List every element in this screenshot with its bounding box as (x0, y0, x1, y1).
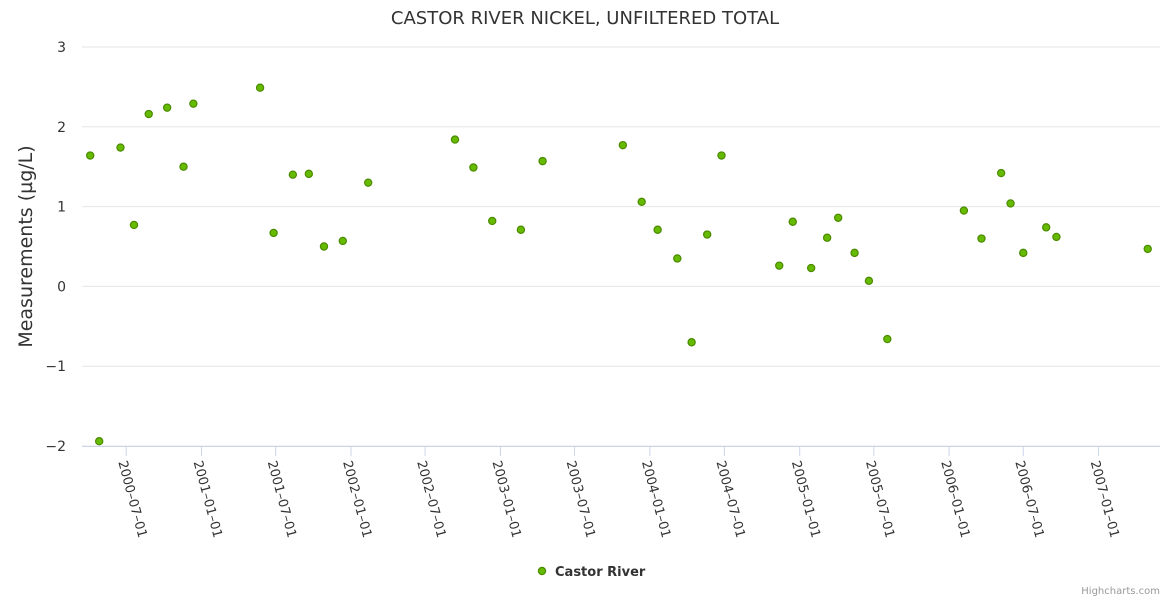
y-tick-label: 0 (57, 279, 66, 295)
x-tick-label: 2002–01–01 (339, 459, 374, 539)
data-point[interactable] (319, 242, 329, 251)
chart-title: CASTOR RIVER NICKEL, UNFILTERED TOTAL (391, 8, 779, 29)
data-point[interactable] (1019, 248, 1028, 258)
y-tick-label: 2 (57, 120, 66, 136)
x-tick-label: 2003–07–01 (563, 459, 598, 539)
x-tick-label: 2006–01–01 (937, 459, 972, 539)
data-point[interactable] (488, 216, 497, 226)
grid-lines (82, 46, 1160, 447)
data-point[interactable] (653, 225, 662, 234)
data-point[interactable] (189, 99, 198, 108)
data-point[interactable] (1052, 232, 1061, 242)
data-point[interactable] (977, 234, 986, 243)
data-point[interactable] (850, 248, 859, 258)
data-point[interactable] (304, 169, 314, 179)
data-point[interactable] (363, 178, 373, 187)
y-tick-label: −2 (45, 439, 66, 455)
data-point[interactable] (469, 163, 478, 172)
data-point[interactable] (338, 236, 347, 246)
data-point[interactable] (822, 233, 832, 242)
data-point[interactable] (673, 254, 682, 263)
data-point[interactable] (996, 168, 1006, 178)
x-tick-label: 2001–07–01 (264, 459, 299, 539)
x-tick-label: 2004–07–01 (713, 459, 748, 539)
data-point[interactable] (1143, 244, 1152, 254)
x-tick-label: 2005–01–01 (788, 459, 823, 539)
x-tick-label: 2002–07–01 (413, 459, 448, 539)
y-tick-label: −1 (45, 359, 66, 375)
legend[interactable]: Castor River (537, 565, 646, 580)
data-point[interactable] (116, 143, 125, 152)
y-tick-label: 3 (57, 40, 66, 56)
x-tick-label: 2000–07–01 (114, 459, 149, 539)
data-point[interactable] (864, 276, 874, 286)
series-castor-river (85, 83, 1152, 446)
y-tick-label: 1 (57, 200, 66, 216)
data-point[interactable] (717, 151, 726, 160)
data-point[interactable] (1041, 223, 1051, 232)
data-point[interactable] (85, 151, 95, 160)
data-point[interactable] (833, 213, 843, 222)
data-point[interactable] (162, 103, 172, 112)
legend-label-castor-river[interactable]: Castor River (555, 565, 646, 580)
data-point[interactable] (883, 334, 892, 344)
data-point[interactable] (806, 263, 816, 273)
data-point[interactable] (516, 225, 526, 234)
x-tick-label: 2006–07–01 (1011, 459, 1046, 539)
data-point[interactable] (288, 170, 298, 179)
x-tick-label: 2004–01–01 (638, 459, 673, 539)
x-axis-ticks: 2000–07–01 2001–01–01 2001–07–01 2002–01–01… (114, 446, 1122, 540)
data-point[interactable] (959, 206, 969, 215)
y-axis-title: Measurements (µg/L) (15, 145, 37, 347)
x-tick-label: 2007–01–01 (1087, 459, 1122, 539)
data-point[interactable] (255, 83, 265, 92)
data-point[interactable] (94, 437, 104, 446)
data-point[interactable] (144, 109, 153, 119)
legend-marker (537, 566, 547, 576)
data-point[interactable] (1006, 199, 1015, 208)
data-point[interactable] (687, 338, 696, 347)
y-axis-ticks: 3 2 1 0 −1 −2 (45, 40, 66, 455)
data-point[interactable] (702, 230, 712, 239)
data-point[interactable] (788, 217, 797, 226)
data-point[interactable] (269, 228, 278, 238)
data-point[interactable] (775, 261, 784, 270)
data-point[interactable] (179, 162, 188, 171)
data-point[interactable] (618, 140, 628, 150)
x-tick-label: 2001–01–01 (190, 459, 225, 539)
x-tick-label: 2005–07–01 (862, 459, 897, 539)
data-point[interactable] (450, 135, 460, 144)
data-point[interactable] (538, 156, 547, 166)
x-tick-label: 2003–01–01 (489, 459, 524, 539)
data-point[interactable] (129, 220, 139, 230)
credits-link[interactable]: Highcharts.com (1081, 586, 1160, 597)
data-point[interactable] (637, 197, 646, 207)
